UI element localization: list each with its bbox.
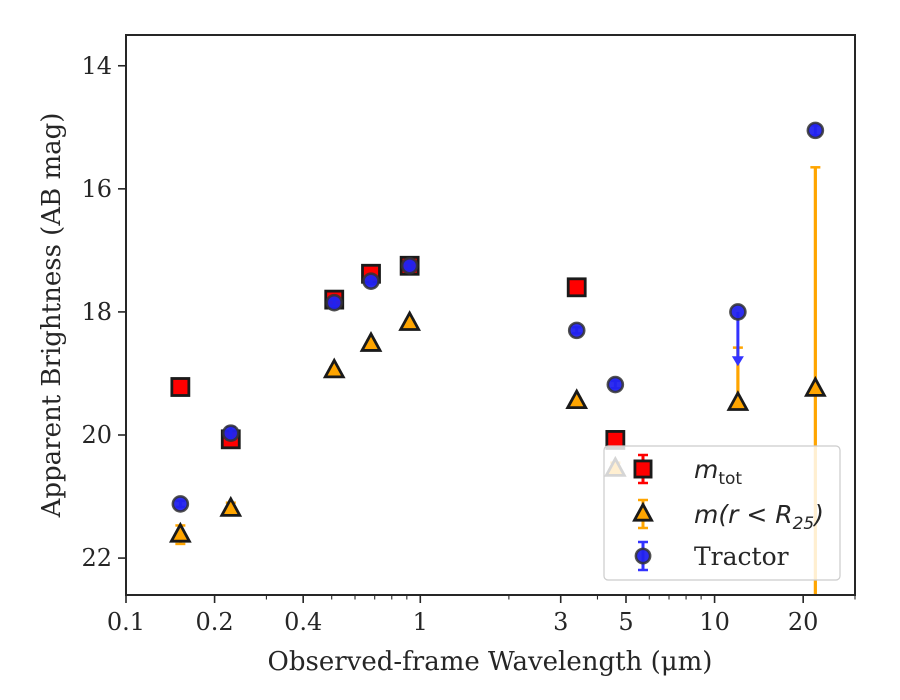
data-point [606,375,625,394]
legend-label-main: m(r < R [694,500,793,529]
data-point [325,293,344,312]
x-axis-label: Observed-frame Wavelength (μm) [268,647,713,677]
legend-label-tractor: Tractor [694,542,789,571]
legend-label-mr25: m(r < R25) [694,500,824,534]
data-point [170,377,191,397]
data-point [726,390,750,411]
plot-frame [125,34,856,596]
data-point [171,495,190,513]
x-tick-label: 5 [618,608,633,636]
legend-label-main: Tractor [694,542,789,571]
data-point [362,272,380,290]
legend-box [603,445,841,581]
data-point [221,424,240,442]
data-point [398,310,421,331]
y-axis-label: Apparent Brightness (AB mag) [37,113,67,519]
x-tick-label: 0.4 [284,608,322,636]
x-tick-label: 0.2 [196,608,234,636]
y-tick-label: 22 [81,544,112,572]
data-point [804,375,827,397]
legend-label-subscript: 25 [793,514,815,534]
x-tick-label: 20 [788,608,819,636]
data-point [400,256,419,275]
legend-marker-tractor [634,547,652,565]
data-point [566,277,587,298]
y-tick-label: 14 [81,52,112,80]
legend: mtot m(r < R25) Tractor [603,445,841,581]
upper-limit-arrow [731,356,744,367]
axis-ticks: 0.1 0.2 0.4 1 3 5 10 20 14 16 18 20 22 [81,52,856,636]
y-tick-label: 20 [81,421,112,449]
legend-label-subscript: tot [718,469,742,489]
x-tick-label: 3 [553,608,568,636]
data-point [322,357,346,379]
legend-label-main: m [694,455,718,484]
data-point [806,121,825,140]
legend-label-mtot: mtot [694,455,742,489]
x-tick-label: 0.1 [107,608,145,636]
legend-marker-mr25 [632,501,654,522]
legend-label-suffix: ) [812,500,824,529]
x-tick-label: 10 [699,608,730,636]
series-tractor [171,121,825,513]
data-point [219,495,243,517]
data-point [567,321,586,340]
legend-marker-mtot [633,459,653,479]
y-tick-label: 18 [81,298,112,326]
data-point [565,388,589,410]
data-point [168,521,192,543]
data-point [729,303,747,321]
y-tick-label: 16 [81,175,112,203]
x-tick-label: 1 [413,608,428,636]
data-point [359,330,383,352]
